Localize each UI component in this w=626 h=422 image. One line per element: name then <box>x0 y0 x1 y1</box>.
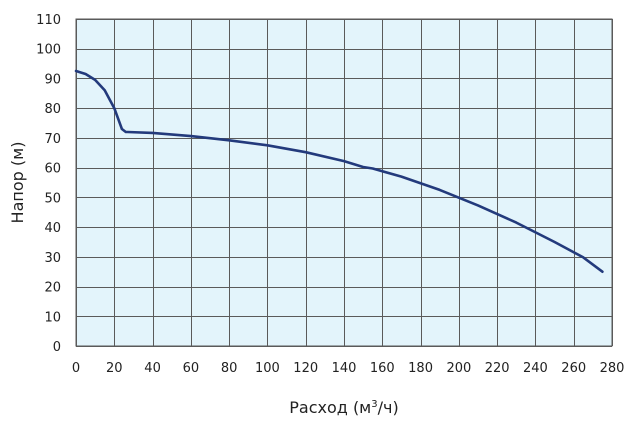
x-tick-label: 120 <box>293 361 318 376</box>
x-tick-label: 160 <box>370 361 395 376</box>
x-axis-label-superscript: 3 <box>371 399 377 410</box>
x-tick-label: 200 <box>446 361 471 376</box>
x-tick-label: 100 <box>255 361 280 376</box>
x-tick-label: 180 <box>408 361 433 376</box>
x-axis-label: Расход (м3/ч) <box>289 398 398 417</box>
x-tick-label: 280 <box>600 361 625 376</box>
y-tick-label: 30 <box>44 251 61 266</box>
x-tick-label: 40 <box>144 361 161 376</box>
y-tick-label: 20 <box>44 281 61 296</box>
x-tick-label: 80 <box>221 361 238 376</box>
y-tick-label: 110 <box>36 13 61 28</box>
y-tick-label: 70 <box>44 132 61 147</box>
x-tick-label: 140 <box>332 361 357 376</box>
x-axis-label-suffix: /ч) <box>378 398 399 417</box>
series-line <box>74 69 604 273</box>
series-layer <box>74 69 604 273</box>
x-axis-ticks: 0 20 40 60 80 100 120 140 160 180 200 220 240 260 280 <box>72 361 625 376</box>
y-tick-label: 60 <box>44 162 61 177</box>
y-tick-label: 80 <box>44 102 61 117</box>
x-tick-label: 260 <box>561 361 586 376</box>
x-tick-label: 220 <box>485 361 510 376</box>
y-tick-label: 50 <box>44 191 61 206</box>
y-tick-label: 100 <box>36 43 61 58</box>
y-tick-label: 90 <box>44 72 61 87</box>
x-tick-label: 20 <box>106 361 123 376</box>
y-tick-label: 10 <box>44 310 61 325</box>
x-tick-label: 240 <box>523 361 548 376</box>
y-tick-label: 0 <box>53 340 61 355</box>
x-tick-label: 0 <box>72 361 80 376</box>
y-axis-label: Напор (м) <box>8 142 27 224</box>
plot-border <box>75 18 613 347</box>
y-tick-label: 40 <box>44 221 61 236</box>
x-tick-label: 60 <box>183 361 200 376</box>
y-axis-ticks: 0 10 20 30 40 50 60 70 80 90 100 110 <box>36 13 61 355</box>
x-axis-label-prefix: Расход (м <box>289 398 371 417</box>
